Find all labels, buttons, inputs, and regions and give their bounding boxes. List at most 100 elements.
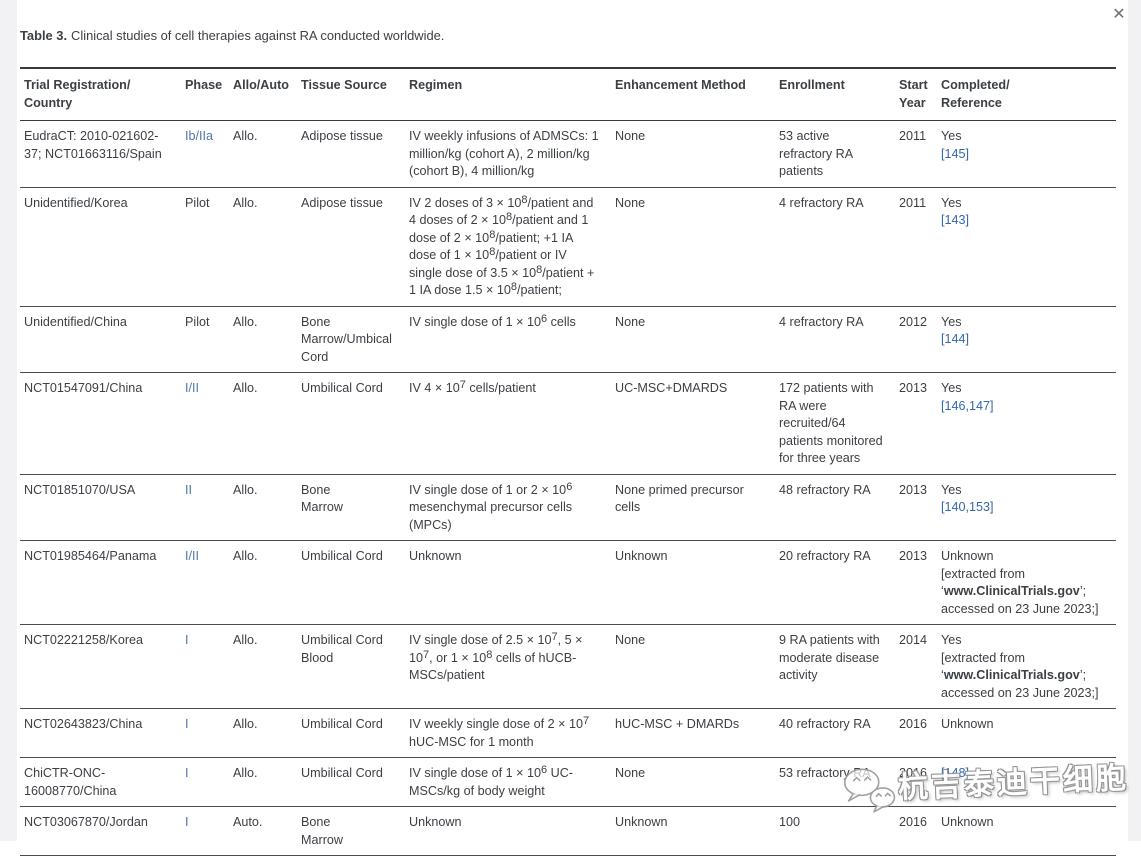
- cell-enhancement: None: [611, 306, 775, 373]
- reference-note: [extracted from ‘www.ClinicalTrials.gov’…: [941, 650, 1099, 700]
- cell-enrollment: 53 active refractory RA patients: [775, 120, 895, 188]
- cell-trial: NCT02643823/China: [20, 708, 181, 758]
- col-header-regimen: Regimen: [405, 68, 611, 121]
- reference-link[interactable]: [143]: [941, 213, 970, 227]
- cell-phase: Pilot: [181, 306, 229, 373]
- cell-trial: NCT02221258/Korea: [20, 624, 181, 709]
- cell-tissue: Bone Marrow/Umbical Cord: [297, 306, 405, 373]
- col-header-allo: Allo/Auto: [229, 68, 297, 121]
- cell-phase: I: [181, 708, 229, 758]
- cell-regimen: IV 2 doses of 3 × 108/patient and 4 dose…: [405, 187, 611, 307]
- cell-trial: Unidentified/China: [20, 306, 181, 373]
- header-row: Trial Registration/ Country Phase Allo/Aut…: [20, 68, 1116, 121]
- cell-enrollment: 172 patients with RA were recruited/64 p…: [775, 372, 895, 475]
- cell-tissue: Umbilical Cord: [297, 540, 405, 625]
- reference-link[interactable]: [145]: [941, 146, 970, 161]
- cell-enhancement: None: [611, 120, 775, 188]
- table-row: NCT03067870/Jordan I Auto. Bone Marrow Unkno…: [20, 806, 1116, 856]
- cell-regimen: IV 4 × 107 cells/patient: [405, 372, 611, 475]
- cell-year: 2013: [895, 372, 937, 475]
- cell-enhancement: None: [611, 187, 775, 307]
- cell-enrollment: 53 refractory RA: [775, 757, 895, 807]
- cell-trial: ChiCTR-ONC- 16008770/China: [20, 757, 181, 807]
- cell-enhancement: UC-MSC+DMARDS: [611, 372, 775, 475]
- table-row: EudraCT: 2010-021602- 37; NCT01663116/Sp…: [20, 120, 1116, 188]
- cell-regimen: IV single dose of 2.5 × 107, 5 × 107, or…: [405, 624, 611, 709]
- cell-enrollment: 4 refractory RA: [775, 187, 895, 307]
- cell-tissue: Bone Marrow: [297, 806, 405, 856]
- completed-status: Unknown: [941, 815, 994, 829]
- completed-status: Unknown: [941, 549, 994, 563]
- cell-regimen: IV single dose of 1 × 106 UC-MSCs/kg of …: [405, 757, 611, 807]
- reference-link[interactable]: [140,153]: [941, 500, 994, 514]
- cell-regimen: IV single dose of 1 or 2 × 106 mesenchym…: [405, 474, 611, 541]
- cell-allo: Auto.: [229, 806, 297, 856]
- cell-allo: Allo.: [229, 187, 297, 307]
- cell-phase: Ib/IIa: [181, 120, 229, 188]
- col-header-enrollment: Enrollment: [775, 68, 895, 121]
- cell-completed: Unknown: [937, 708, 1116, 758]
- cell-allo: Allo.: [229, 708, 297, 758]
- cell-phase: I/II: [181, 372, 229, 475]
- cell-completed: Unknown [extracted from ‘www.ClinicalTria…: [937, 540, 1116, 625]
- cell-year: 2012: [895, 306, 937, 373]
- close-icon[interactable]: ✕: [1112, 6, 1126, 23]
- cell-allo: Allo.: [229, 757, 297, 807]
- cell-regimen: IV single dose of 1 × 106 cells: [405, 306, 611, 373]
- cell-tissue: Adipose tissue: [297, 120, 405, 188]
- reference-link[interactable]: [148]: [941, 766, 970, 780]
- table-row: NCT02221258/Korea I Allo. Umbilical Cord Bl…: [20, 624, 1116, 709]
- cell-phase: I: [181, 806, 229, 856]
- cell-enrollment: 40 refractory RA: [775, 708, 895, 758]
- cell-enhancement: None: [611, 624, 775, 709]
- cell-enhancement: Unknown: [611, 540, 775, 625]
- cell-trial: Unidentified/Korea: [20, 187, 181, 307]
- cell-trial: NCT01851070/USA: [20, 474, 181, 541]
- table-caption-label: Table 3.: [20, 28, 68, 43]
- cell-phase: I/II: [181, 540, 229, 625]
- table-row: NCT01851070/USA II Allo. Bone Marrow IV sing…: [20, 474, 1116, 541]
- table-row: NCT01547091/China I/II Allo. Umbilical Cord…: [20, 372, 1116, 475]
- completed-status: Yes: [941, 129, 962, 143]
- cell-allo: Allo.: [229, 306, 297, 373]
- completed-status: Yes: [941, 195, 962, 210]
- col-header-completed: Completed/ Reference: [937, 68, 1116, 121]
- cell-allo: Allo.: [229, 372, 297, 475]
- cell-completed: [148]: [937, 757, 1116, 807]
- cell-enhancement: None: [611, 757, 775, 807]
- reference-link[interactable]: [144]: [941, 332, 970, 346]
- cell-tissue: Umbilical Cord: [297, 757, 405, 807]
- completed-status: Yes: [941, 482, 962, 497]
- completed-status: Yes: [941, 633, 962, 647]
- reference-link[interactable]: [146,147]: [941, 398, 994, 413]
- col-header-enhancement: Enhancement Method: [611, 68, 775, 121]
- col-header-tissue: Tissue Source: [297, 68, 405, 121]
- cell-allo: Allo.: [229, 540, 297, 625]
- cell-tissue: Umbilical Cord Blood: [297, 624, 405, 709]
- table-row: Unidentified/China Pilot Allo. Bone Marrow/…: [20, 306, 1116, 373]
- cell-regimen: Unknown: [405, 806, 611, 856]
- cell-year: 2013: [895, 540, 937, 625]
- cell-completed: Yes [extracted from ‘www.ClinicalTrials.g…: [937, 624, 1116, 709]
- cell-year: 2013: [895, 474, 937, 541]
- cell-tissue: Bone Marrow: [297, 474, 405, 541]
- cell-phase: Pilot: [181, 187, 229, 307]
- right-gutter: [1128, 0, 1141, 841]
- cell-completed: Yes [144]: [937, 306, 1116, 373]
- cell-trial: EudraCT: 2010-021602- 37; NCT01663116/Sp…: [20, 120, 181, 188]
- table-caption: Table 3. Clinical studies of cell therapi…: [20, 27, 444, 45]
- table-row: NCT01985464/Panama I/II Allo. Umbilical Cor…: [20, 540, 1116, 625]
- cell-enrollment: 100: [775, 806, 895, 856]
- col-header-year: Start Year: [895, 68, 937, 121]
- cell-regimen: Unknown: [405, 540, 611, 625]
- table-row: NCT02643823/China I Allo. Umbilical Cord IV …: [20, 708, 1116, 758]
- cell-regimen: IV weekly infusions of ADMSCs: 1 million…: [405, 120, 611, 188]
- cell-allo: Allo.: [229, 624, 297, 709]
- clinical-trials-table: Trial Registration/ Country Phase Allo/Aut…: [20, 67, 1116, 856]
- cell-year: 2011: [895, 120, 937, 188]
- table-row: ChiCTR-ONC- 16008770/China I Allo. Umbilica…: [20, 757, 1116, 807]
- cell-year: 2014: [895, 624, 937, 709]
- cell-enrollment: 9 RA patients with moderate disease acti…: [775, 624, 895, 709]
- completed-status: Unknown: [941, 717, 994, 731]
